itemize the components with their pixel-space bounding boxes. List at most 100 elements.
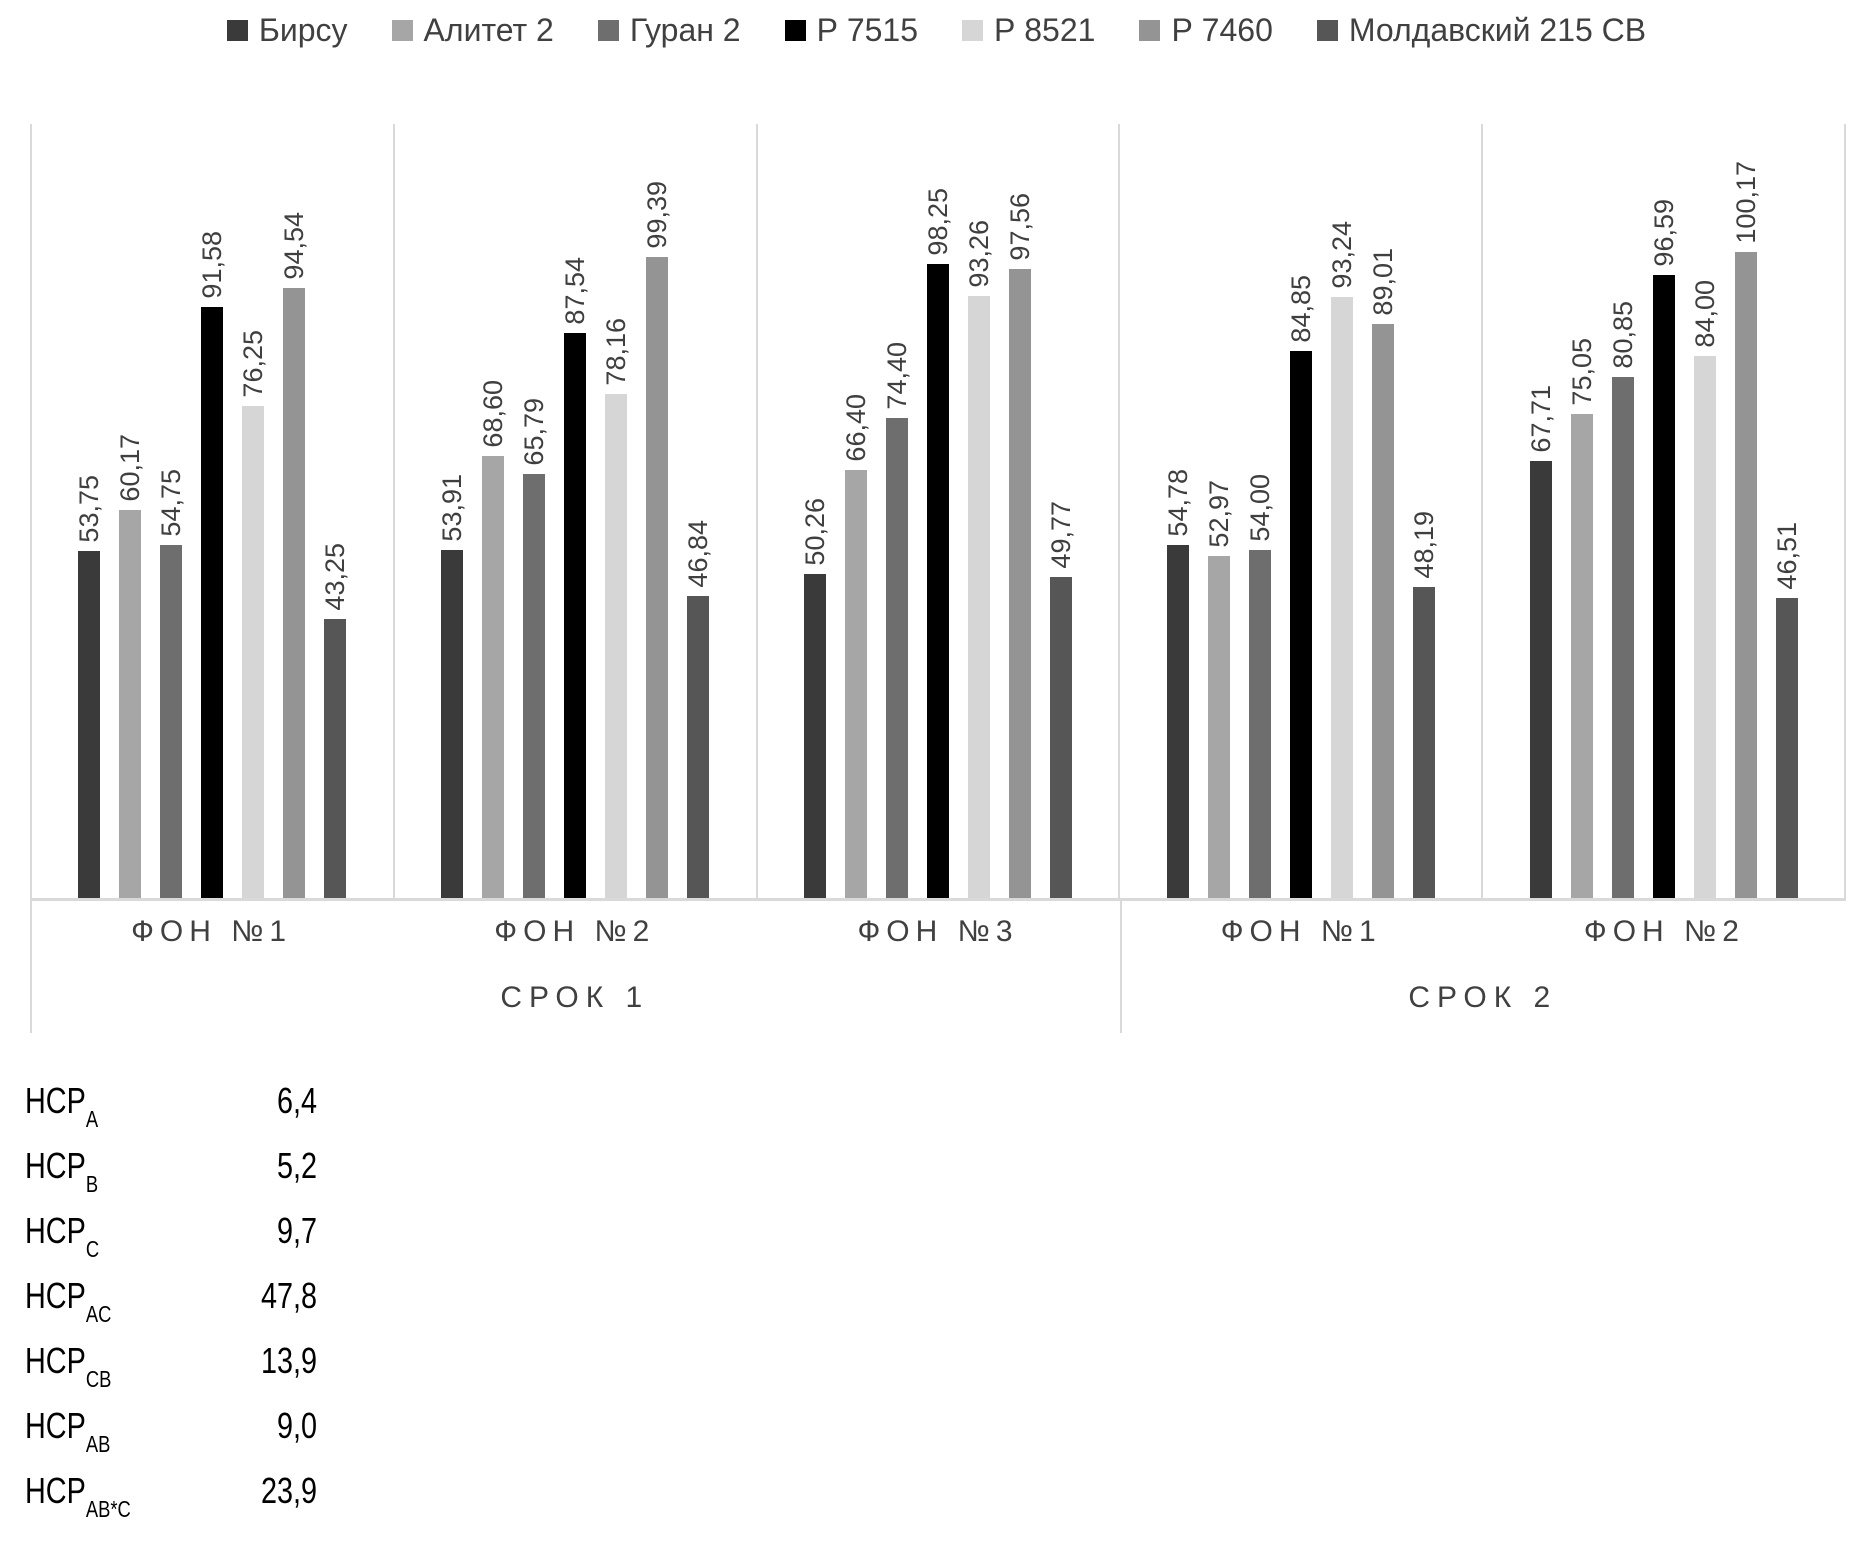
bar-Р-7460 (646, 257, 669, 898)
bar-value-label: 53,91 (437, 474, 468, 542)
hcp-row: НСРAB 9,0 (25, 1397, 317, 1462)
hcp-label: НСРCB (25, 1340, 111, 1393)
legend-item: Р 7515 (784, 12, 919, 49)
bar-group: 54,78 52,97 54,00 84,85 93,24 89,01 48,19 (1120, 124, 1481, 898)
hcp-subscript: CB (85, 1366, 112, 1392)
bar-value-label: 67,71 (1525, 385, 1556, 453)
hcp-row: НСРCB 13,9 (25, 1332, 317, 1397)
hcp-value: 23,9 (260, 1470, 317, 1511)
bar-value-label: 89,01 (1367, 248, 1398, 316)
bar-value-label: 53,75 (74, 475, 105, 543)
legend-swatch-icon (597, 20, 619, 41)
bar-group: 53,75 60,17 54,75 91,58 76,25 94,54 43,25 (32, 124, 393, 898)
bar-Р-8521 (1693, 356, 1716, 898)
bar-value-label: 54,78 (1162, 469, 1193, 537)
section-label: СРОК 2 (1408, 981, 1558, 1014)
bar-cell: 94,54 (279, 124, 310, 898)
bar-value-label: 80,85 (1607, 301, 1638, 369)
bar-value-label: 93,24 (1326, 221, 1357, 289)
hcp-row: НСРB 5,2 (25, 1137, 317, 1202)
hcp-subscript: AB*C (85, 1496, 131, 1522)
hcp-base-text: НСР (25, 1340, 86, 1381)
hcp-value: 9,0 (276, 1405, 317, 1446)
plot-area: 53,75 60,17 54,75 91,58 76,25 94,54 43,25 53,91… (30, 124, 1846, 898)
bar-value-label: 96,59 (1648, 199, 1679, 267)
bar-Молдавский-215-СВ (687, 596, 710, 898)
bar-cell: 65,79 (519, 124, 549, 898)
hcp-label: НСРAB (25, 1405, 110, 1458)
panel-СРОК2-ФОН№2: 67,71 75,05 80,85 96,59 84,00 100,17 46,51 (1483, 124, 1846, 898)
bar-Бирсу (1529, 461, 1552, 898)
bar-cell: 91,58 (197, 124, 228, 898)
bar-Гуран-2 (1611, 377, 1634, 898)
bar-value-label: 48,19 (1408, 511, 1439, 579)
hcp-label: НСРAB*C (25, 1470, 131, 1523)
bar-value-label: 93,26 (963, 220, 994, 288)
bar-cell: 93,24 (1326, 124, 1357, 898)
legend-swatch-icon (226, 20, 248, 41)
bar-Гуран-2 (523, 474, 546, 898)
legend-label: Алитет 2 (423, 12, 554, 48)
bar-cell: 60,17 (115, 124, 145, 898)
bar-Алитет-2 (119, 510, 142, 898)
legend-swatch-icon (962, 20, 984, 41)
bar-Р-7515 (201, 307, 224, 898)
legend-label: Р 7460 (1171, 12, 1273, 48)
hcp-base-text: НСР (25, 1080, 86, 1121)
bar-value-label: 99,39 (642, 181, 673, 249)
bar-value-label: 46,84 (683, 520, 714, 588)
bar-cell: 84,85 (1285, 124, 1316, 898)
bar-value-label: 66,40 (840, 394, 871, 462)
bar-value-label: 84,85 (1285, 275, 1316, 343)
bar-cell: 75,05 (1567, 124, 1597, 898)
bar-cell: 49,77 (1046, 124, 1076, 898)
bar-cell: 52,97 (1204, 124, 1234, 898)
bar-cell: 54,75 (156, 124, 187, 898)
bar-cell: 89,01 (1367, 124, 1398, 898)
bar-Молдавский-215-СВ (1775, 598, 1798, 898)
bar-Алитет-2 (482, 456, 505, 898)
bar-Р-7515 (1652, 275, 1675, 898)
hcp-value: 6,4 (276, 1080, 317, 1121)
bar-value-label: 94,54 (279, 212, 310, 280)
hcp-value: 47,8 (260, 1275, 317, 1316)
bar-value-label: 91,58 (197, 231, 228, 299)
hcp-label: НСРA (25, 1080, 98, 1133)
legend-item: Алитет 2 (391, 12, 554, 49)
bar-Бирсу (1166, 545, 1189, 898)
bar-value-label: 100,17 (1730, 161, 1761, 244)
panel-СРОК1-ФОН№3: 50,26 66,40 74,40 98,25 93,26 97,56 49,77 (758, 124, 1121, 898)
bar-cell: 100,17 (1730, 124, 1761, 898)
bar-value-label: 46,51 (1771, 522, 1802, 590)
legend-swatch-icon (1316, 20, 1338, 41)
bar-cell: 87,54 (560, 124, 590, 898)
section-label: СРОК 1 (500, 981, 650, 1014)
bar-value-label: 43,25 (320, 543, 351, 611)
legend-label: Р 7515 (816, 12, 919, 48)
chart-area: 53,75 60,17 54,75 91,58 76,25 94,54 43,25 53,91… (30, 124, 1846, 1033)
bar-Гуран-2 (160, 545, 183, 898)
bar-cell: 53,91 (437, 124, 468, 898)
bar-Гуран-2 (885, 418, 908, 898)
bar-cell: 74,40 (881, 124, 912, 898)
category-axis: ФОН №1 ФОН №2 ФОН №3 ФОН №1 ФОН №2 СРОК 1 СРО… (30, 898, 1846, 1033)
bar-value-label: 68,60 (478, 380, 509, 448)
bar-cell: 98,25 (923, 124, 953, 898)
legend-swatch-icon (1139, 20, 1161, 41)
hcp-base-text: НСР (25, 1210, 86, 1251)
hcp-row: НСРAB*C 23,9 (25, 1462, 317, 1527)
bar-Р-7460 (1734, 252, 1757, 898)
bar-Р-7460 (283, 288, 306, 898)
bar-value-label: 50,26 (799, 498, 830, 566)
bar-Р-7515 (1289, 351, 1312, 898)
bar-value-label: 74,40 (881, 342, 912, 410)
legend-item: Р 8521 (962, 12, 1095, 49)
bar-Молдавский-215-СВ (1412, 587, 1435, 898)
bar-cell: 93,26 (963, 124, 994, 898)
bar-value-label: 54,75 (156, 469, 187, 537)
bar-cell: 76,25 (238, 124, 268, 898)
hcp-label: НСРAC (25, 1275, 111, 1328)
legend-label: Бирсу (258, 12, 348, 48)
bar-Р-8521 (1330, 297, 1353, 898)
